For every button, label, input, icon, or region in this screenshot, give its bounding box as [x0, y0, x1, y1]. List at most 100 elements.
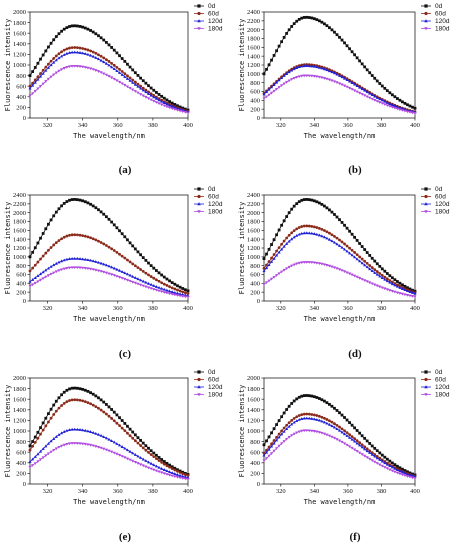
data-point [300, 64, 304, 68]
data-point [383, 103, 387, 107]
y-tick-label: 1800 [13, 20, 26, 27]
data-point [78, 257, 82, 260]
data-point [322, 263, 326, 267]
data-point [408, 475, 412, 479]
data-point [277, 272, 281, 276]
data-point [332, 266, 337, 270]
data-point [305, 416, 309, 420]
data-point [91, 50, 95, 54]
data-point [99, 71, 103, 75]
data-point [272, 427, 276, 431]
data-point [115, 442, 119, 445]
data-point [375, 462, 379, 465]
data-point [358, 443, 362, 447]
data-point [388, 274, 392, 278]
data-point [102, 410, 106, 414]
data-point [120, 70, 124, 73]
series-60d [262, 224, 417, 295]
data-point [287, 70, 291, 74]
data-point [118, 68, 121, 71]
data-point [60, 431, 64, 435]
data-point [57, 32, 61, 36]
data-point [295, 19, 299, 23]
triangle-down-marker-icon [424, 393, 428, 397]
y-tick-label: 1600 [13, 30, 26, 37]
data-point [398, 108, 402, 112]
data-point [110, 439, 114, 442]
data-point [270, 452, 274, 456]
data-point [408, 290, 412, 293]
x-axis-title: The wavelength/nm [304, 498, 376, 506]
data-point [28, 284, 32, 288]
legend-label-0d: 0d [208, 369, 216, 376]
data-point [385, 457, 389, 461]
data-point [340, 245, 344, 249]
data-point [287, 233, 291, 237]
data-point [73, 398, 77, 402]
data-point [378, 458, 382, 461]
data-point [297, 200, 301, 204]
data-point [165, 469, 169, 473]
data-point [285, 423, 289, 427]
data-point [413, 477, 417, 480]
data-point [120, 276, 124, 280]
data-point [373, 259, 377, 263]
data-point [342, 432, 347, 436]
data-point [328, 419, 331, 423]
data-point [270, 256, 273, 260]
data-point [390, 282, 394, 286]
data-point [62, 202, 66, 205]
data-point [49, 439, 53, 443]
data-point [91, 268, 95, 272]
data-point [333, 406, 336, 410]
data-point [60, 204, 63, 208]
data-point [165, 461, 169, 465]
data-point [144, 465, 148, 469]
data-point [315, 396, 319, 399]
data-point [178, 469, 182, 473]
data-point [310, 198, 314, 202]
data-point [272, 441, 276, 445]
data-point [363, 259, 367, 263]
series-120d [262, 231, 417, 295]
series-180d [262, 74, 417, 115]
data-point [310, 74, 314, 78]
data-point [99, 54, 103, 58]
data-point [157, 285, 161, 289]
data-point [403, 109, 407, 113]
data-point [117, 276, 122, 279]
data-point [348, 246, 351, 250]
data-point [267, 93, 271, 97]
data-point [123, 271, 127, 275]
data-point [133, 71, 137, 75]
y-tick-label: 1400 [13, 41, 26, 48]
x-tick-label: 400 [410, 305, 420, 312]
data-point [403, 469, 407, 472]
data-point [368, 451, 372, 454]
data-point [373, 454, 377, 458]
data-point [360, 257, 364, 261]
data-point [131, 280, 135, 284]
y-tick-label: 2400 [247, 192, 260, 199]
data-point [102, 56, 106, 60]
data-point [300, 16, 304, 20]
data-point [323, 229, 326, 232]
data-point [81, 25, 85, 29]
data-point [47, 45, 50, 49]
data-point [123, 59, 127, 63]
data-point [178, 292, 182, 296]
data-point [120, 426, 124, 430]
data-point [46, 77, 50, 81]
data-point [54, 399, 58, 403]
data-point [149, 93, 153, 97]
y-tick-label: 2000 [13, 210, 26, 217]
data-point [312, 430, 316, 433]
data-point [160, 286, 164, 290]
data-point [173, 290, 177, 294]
data-point [305, 198, 309, 201]
data-point [39, 72, 42, 75]
data-point [52, 243, 56, 247]
data-point [282, 440, 286, 443]
data-point [323, 416, 326, 420]
data-point [73, 386, 77, 390]
